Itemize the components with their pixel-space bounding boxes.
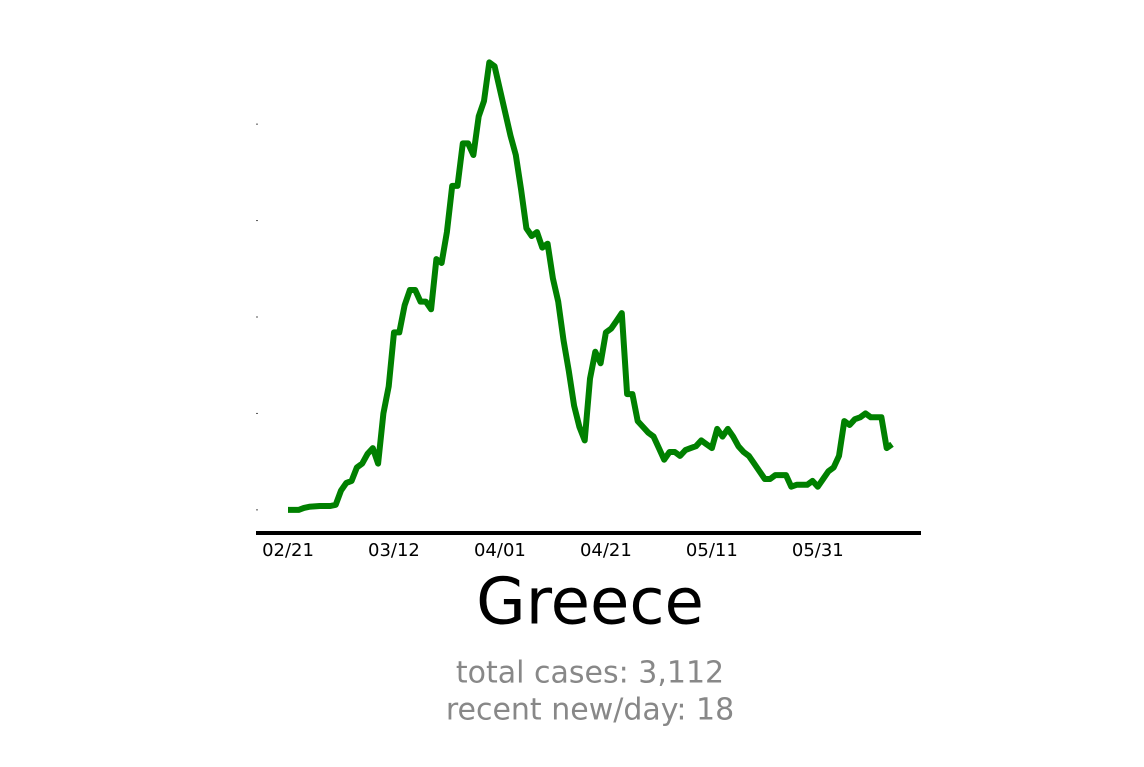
stat-total: total cases: 3,112 xyxy=(456,656,724,691)
data-line xyxy=(288,59,894,513)
chart-title: Greece xyxy=(476,566,704,640)
stat-recent: recent new/day: 18 xyxy=(446,693,734,728)
x-tick-label: 05/31 xyxy=(792,540,844,561)
x-tick-label: 02/21 xyxy=(262,540,314,561)
x-tick-label: 05/11 xyxy=(686,540,738,561)
x-tick-label: 04/01 xyxy=(474,540,526,561)
x-tick-label: 04/21 xyxy=(580,540,632,561)
x-tick-label: 03/12 xyxy=(368,540,420,561)
